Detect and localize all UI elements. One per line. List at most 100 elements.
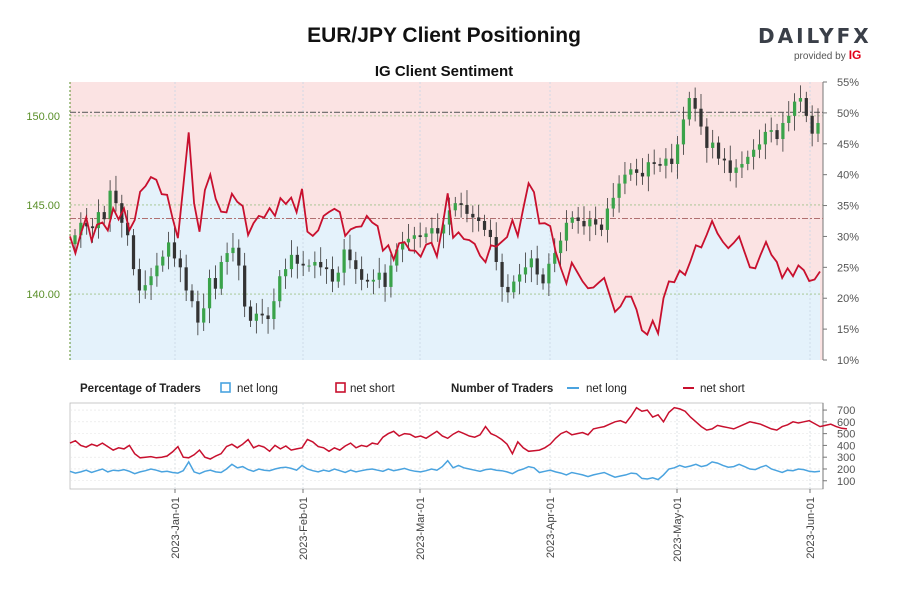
candle: [506, 286, 510, 293]
dailyfx-logo: DAILYFX provided by IG: [758, 24, 872, 64]
candle: [775, 130, 779, 140]
candle: [681, 119, 686, 145]
traders-tick-label: 200: [837, 464, 855, 476]
candle: [266, 315, 270, 320]
candle: [202, 308, 206, 323]
candle: [523, 267, 528, 275]
legend-num-short: net short: [700, 383, 746, 395]
candle: [360, 269, 364, 280]
candle: [553, 253, 557, 264]
candle: [547, 263, 551, 284]
candle: [430, 228, 434, 234]
pct-tick-label: 50%: [837, 108, 859, 120]
candle: [798, 98, 803, 102]
candle: [237, 247, 241, 266]
candle: [465, 204, 469, 214]
candle: [617, 183, 621, 198]
candle: [207, 278, 212, 309]
x-tick-label: 2023-Mar-01: [415, 497, 427, 560]
candle: [699, 108, 703, 127]
candle: [564, 222, 569, 241]
candle: [576, 217, 580, 221]
candle: [85, 222, 89, 227]
pct-sentiment-line: [69, 132, 821, 337]
candle: [447, 210, 452, 225]
candle: [658, 163, 662, 166]
pct-tick-label: 10%: [837, 355, 859, 367]
candle: [740, 163, 744, 168]
candle: [184, 267, 188, 291]
candle: [599, 224, 604, 230]
candle: [769, 130, 773, 132]
candle: [178, 258, 182, 268]
candle: [752, 149, 756, 157]
candle: [623, 174, 627, 184]
candle: [131, 235, 136, 270]
candle: [588, 219, 592, 227]
candle: [330, 269, 335, 282]
candle: [453, 203, 457, 211]
candle: [746, 156, 750, 164]
candle: [73, 235, 77, 245]
traders-tick-label: 300: [837, 452, 855, 464]
candle: [675, 144, 680, 164]
candle: [283, 269, 288, 277]
net-short-line: [69, 406, 848, 460]
candle: [243, 265, 247, 307]
x-tick-label: 2023-Jan-01: [170, 497, 182, 559]
candle: [254, 313, 258, 321]
pct-tick-label: 55%: [837, 77, 859, 89]
candle: [436, 228, 440, 234]
candle: [512, 281, 516, 293]
candle: [792, 101, 797, 116]
logo-provided-by: provided by IG: [794, 48, 862, 62]
candle: [225, 253, 229, 262]
legend-pct-short: net short: [350, 383, 396, 395]
candle: [295, 254, 299, 264]
price-tick-label: 145.00: [26, 200, 60, 212]
candle: [488, 229, 492, 238]
candle: [172, 242, 177, 259]
candle: [711, 142, 715, 148]
candle: [389, 265, 393, 287]
candle: [810, 115, 814, 134]
chart-subtitle: IG Client Sentiment: [374, 63, 514, 80]
traders-tick-label: 100: [837, 476, 855, 488]
candle: [96, 212, 101, 229]
candle: [342, 249, 346, 273]
candle: [196, 301, 200, 323]
candle: [401, 242, 405, 250]
candle: [763, 131, 767, 145]
candle: [319, 261, 323, 268]
candle: [804, 98, 808, 116]
candle: [629, 169, 633, 175]
price-tick-label: 150.00: [26, 111, 60, 123]
candle: [652, 162, 656, 164]
candle: [161, 256, 165, 266]
legend-long-swatch: [220, 382, 231, 393]
candle: [459, 203, 463, 205]
candle: [757, 144, 762, 150]
candle: [664, 158, 668, 166]
long-area: [70, 132, 820, 360]
candle: [635, 169, 639, 173]
candle: [494, 237, 498, 262]
candle: [412, 235, 416, 239]
candle: [518, 274, 522, 282]
logo-wordmark: DAILYFX: [758, 24, 872, 48]
candle: [441, 224, 446, 234]
candle: [102, 212, 106, 220]
candle: [781, 122, 785, 140]
candle: [418, 235, 422, 238]
candle: [693, 98, 697, 109]
candle: [149, 276, 153, 286]
candle: [289, 254, 294, 270]
pct-tick-label: 40%: [837, 170, 859, 182]
traders-tick-label: 500: [837, 429, 855, 441]
candle: [535, 258, 539, 275]
candle: [307, 265, 311, 267]
candle: [248, 306, 253, 321]
candle: [90, 226, 95, 229]
candle: [640, 172, 645, 177]
